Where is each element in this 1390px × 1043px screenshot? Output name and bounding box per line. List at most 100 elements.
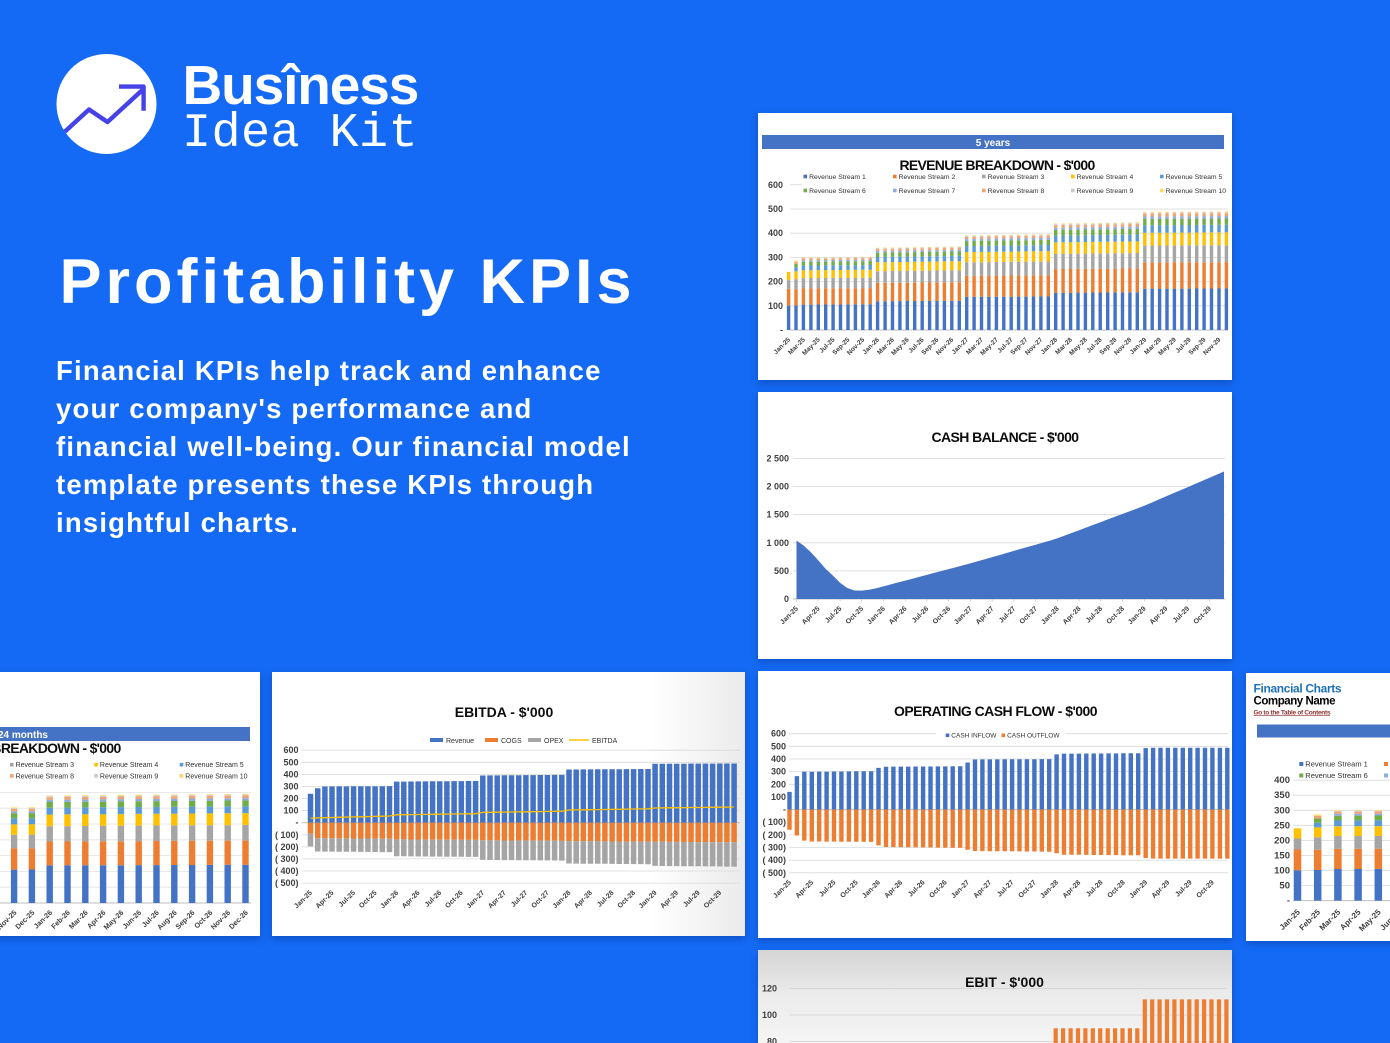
- svg-text:2 000: 2 000: [766, 482, 789, 492]
- svg-text:Apr-28: Apr-28: [1062, 605, 1083, 626]
- svg-text:Apr-29: Apr-29: [1149, 605, 1170, 626]
- svg-text:Oct-28: Oct-28: [1106, 605, 1126, 625]
- svg-text:Jan-25: Jan-25: [293, 889, 314, 910]
- svg-text:80: 80: [767, 1037, 777, 1043]
- svg-text:May-25: May-25: [1357, 907, 1383, 933]
- svg-text:-: -: [780, 325, 783, 335]
- svg-text:Apr-26: Apr-26: [888, 605, 909, 626]
- svg-text:300: 300: [768, 252, 783, 262]
- svg-text:Apr-27: Apr-27: [973, 879, 994, 900]
- svg-text:Revenue Stream 9: Revenue Stream 9: [1077, 188, 1134, 195]
- svg-text:( 300): ( 300): [762, 843, 786, 853]
- svg-text:Revenue Stream 1: Revenue Stream 1: [809, 174, 866, 181]
- svg-text:Jul-29: Jul-29: [682, 889, 701, 908]
- svg-text:-: -: [783, 805, 786, 815]
- svg-text:( 200): ( 200): [762, 830, 786, 840]
- svg-text:Jul-28: Jul-28: [1085, 605, 1104, 624]
- svg-text:( 400): ( 400): [274, 866, 298, 876]
- svg-text:1 500: 1 500: [766, 510, 789, 520]
- svg-text:( 100): ( 100): [274, 830, 298, 840]
- svg-text:-: -: [295, 818, 298, 828]
- svg-text:Revenue Stream 5: Revenue Stream 5: [1166, 174, 1223, 181]
- svg-text:Jan-27: Jan-27: [950, 879, 971, 900]
- svg-text:Apr-25: Apr-25: [314, 889, 335, 910]
- svg-text:CASH INFLOW: CASH INFLOW: [951, 733, 997, 740]
- svg-text:Revenue Stream 6: Revenue Stream 6: [1305, 771, 1368, 780]
- svg-text:Jan-26: Jan-26: [861, 879, 882, 900]
- svg-text:Apr-26: Apr-26: [884, 879, 905, 900]
- svg-text:Oct-25: Oct-25: [839, 879, 859, 899]
- svg-text:2 500: 2 500: [766, 454, 789, 464]
- svg-text:Revenue Stream 3: Revenue Stream 3: [988, 174, 1045, 181]
- svg-text:Feb-26: Feb-26: [49, 908, 72, 931]
- svg-text:Oct-27: Oct-27: [530, 889, 550, 909]
- svg-text:400: 400: [771, 754, 786, 764]
- svg-text:Oct-29: Oct-29: [702, 889, 722, 909]
- svg-text:Apr-27: Apr-27: [975, 605, 996, 626]
- svg-text:Oct-28: Oct-28: [1106, 879, 1126, 899]
- svg-text:Nov-26: Nov-26: [209, 908, 232, 931]
- svg-text:500: 500: [768, 204, 783, 214]
- svg-text:REVENUE BREAKDOWN - $'000: REVENUE BREAKDOWN - $'000: [0, 740, 121, 756]
- svg-text:EBIT - $'000: EBIT - $'000: [965, 974, 1044, 990]
- svg-text:Sep-26: Sep-26: [173, 908, 196, 931]
- svg-text:24 months: 24 months: [0, 730, 48, 741]
- svg-text:EBITDA: EBITDA: [592, 738, 618, 745]
- svg-text:Jul-26: Jul-26: [423, 889, 442, 908]
- svg-text:Apr-29: Apr-29: [659, 889, 680, 910]
- svg-text:Jul-27: Jul-27: [998, 605, 1017, 624]
- svg-text:Jan-27: Jan-27: [465, 889, 486, 910]
- svg-text:Jun-26: Jun-26: [120, 908, 143, 931]
- svg-text:EBITDA - $'000: EBITDA - $'000: [454, 704, 553, 720]
- svg-text:Revenue Stream 5: Revenue Stream 5: [185, 762, 243, 769]
- svg-text:Oct-26: Oct-26: [932, 605, 952, 625]
- svg-text:100: 100: [762, 1010, 777, 1020]
- svg-text:Jul-26: Jul-26: [911, 605, 930, 624]
- svg-text:Jan-29: Jan-29: [637, 889, 658, 910]
- svg-text:Jun-25: Jun-25: [1378, 907, 1390, 932]
- svg-text:0: 0: [784, 594, 789, 604]
- svg-text:Jan-26: Jan-26: [379, 889, 400, 910]
- svg-text:500: 500: [774, 566, 789, 576]
- svg-text:100: 100: [771, 792, 786, 802]
- svg-text:400: 400: [768, 228, 783, 238]
- svg-text:Oct-29: Oct-29: [1195, 879, 1215, 899]
- svg-text:Jan-28: Jan-28: [551, 889, 572, 910]
- svg-text:Dec-26: Dec-26: [227, 908, 250, 931]
- svg-text:Revenue Stream 7: Revenue Stream 7: [899, 188, 956, 195]
- svg-text:Apr-29: Apr-29: [1151, 879, 1172, 900]
- svg-text:Revenue Stream 4: Revenue Stream 4: [100, 762, 158, 769]
- svg-text:Revenue Stream 1: Revenue Stream 1: [1305, 759, 1368, 768]
- svg-text:Jul-27: Jul-27: [996, 879, 1015, 898]
- svg-text:COGS: COGS: [501, 738, 522, 745]
- svg-text:Revenue Stream 9: Revenue Stream 9: [100, 773, 158, 780]
- svg-text:Oct-27: Oct-27: [1019, 605, 1039, 625]
- svg-text:Revenue Stream 10: Revenue Stream 10: [185, 773, 247, 780]
- svg-text:Jul-28: Jul-28: [596, 889, 615, 908]
- svg-text:300: 300: [771, 767, 786, 777]
- svg-text:Oct-29: Oct-29: [1193, 605, 1213, 625]
- svg-text:5 years: 5 years: [976, 138, 1011, 149]
- svg-text:OPEX: OPEX: [544, 738, 564, 745]
- svg-text:200: 200: [283, 794, 298, 804]
- svg-text:Revenue Stream 2: Revenue Stream 2: [899, 174, 956, 181]
- svg-text:Revenue Stream 10: Revenue Stream 10: [1166, 188, 1227, 195]
- svg-text:600: 600: [771, 729, 786, 739]
- svg-text:Mar-26: Mar-26: [67, 908, 90, 931]
- svg-text:Oct-26: Oct-26: [444, 889, 464, 909]
- svg-text:Jul-26: Jul-26: [907, 879, 926, 898]
- svg-text:Jul-25: Jul-25: [337, 889, 356, 908]
- svg-text:Feb-25: Feb-25: [1297, 907, 1322, 932]
- svg-text:Financial Charts: Financial Charts: [1253, 681, 1341, 695]
- svg-text:Mar-25: Mar-25: [1317, 907, 1342, 932]
- svg-text:300: 300: [1274, 805, 1290, 816]
- svg-text:400: 400: [283, 769, 298, 779]
- svg-text:Oct-28: Oct-28: [616, 889, 636, 909]
- svg-text:Jan-25: Jan-25: [772, 879, 793, 900]
- svg-text:250: 250: [1274, 820, 1290, 831]
- svg-text:Jul-25: Jul-25: [818, 879, 837, 898]
- svg-text:Jan-28: Jan-28: [1039, 879, 1060, 900]
- svg-text:Aug-26: Aug-26: [155, 908, 179, 932]
- svg-text:( 300): ( 300): [274, 854, 298, 864]
- svg-text:100: 100: [1274, 866, 1290, 877]
